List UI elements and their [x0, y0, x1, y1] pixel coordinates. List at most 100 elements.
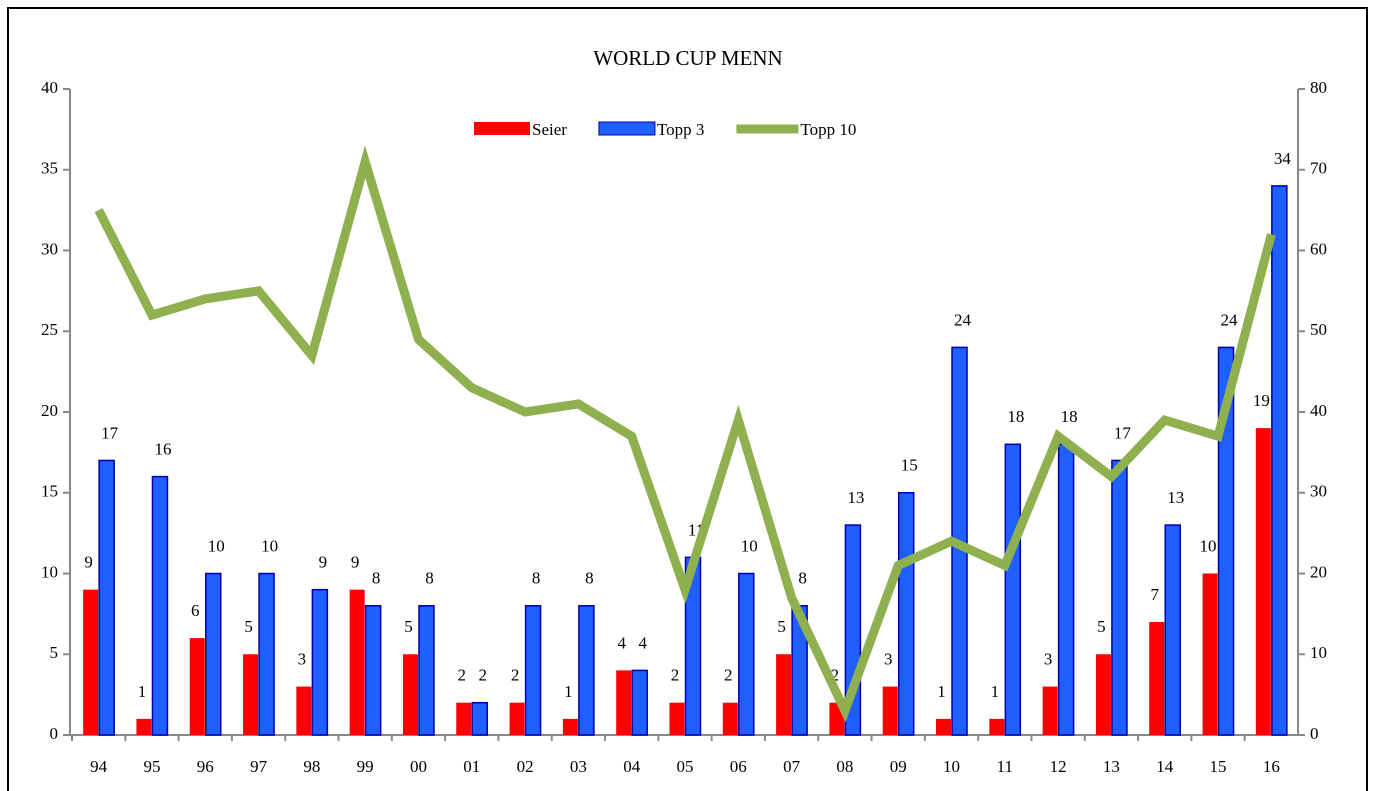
bar: [936, 718, 952, 735]
data-label: 8: [585, 569, 594, 588]
x-tick-label: 00: [410, 757, 427, 776]
data-label: 24: [954, 310, 972, 329]
x-tick-label: 98: [303, 757, 320, 776]
bar: [1255, 428, 1271, 735]
data-label: 2: [458, 666, 467, 685]
data-label: 8: [798, 569, 807, 588]
bar: [296, 686, 312, 735]
bar: [471, 701, 489, 736]
data-label: 1: [937, 682, 946, 701]
data-label: 10: [741, 536, 758, 555]
y2-tick-label: 80: [1310, 78, 1327, 97]
x-tick-label: 94: [90, 757, 108, 776]
data-label: 19: [1253, 391, 1270, 410]
bar: [989, 718, 1005, 735]
bar: [1111, 459, 1128, 736]
data-label: 1: [138, 682, 147, 701]
data-label: 13: [1167, 488, 1184, 507]
bar: [243, 654, 259, 735]
bar: [1095, 654, 1111, 735]
bar: [1271, 185, 1288, 736]
data-label: 1: [564, 682, 573, 701]
bar: [456, 702, 472, 735]
x-tick-label: 14: [1156, 757, 1174, 776]
bar: [722, 702, 738, 735]
data-label: 10: [1200, 536, 1217, 555]
data-label: 8: [372, 569, 381, 588]
bar: [349, 589, 365, 735]
legend-label: Topp 3: [657, 120, 704, 139]
x-tick-label: 16: [1263, 757, 1280, 776]
x-tick-label: 95: [143, 757, 160, 776]
legend-label: Topp 10: [800, 120, 856, 139]
data-label: 3: [298, 649, 307, 668]
y2-tick-label: 70: [1310, 159, 1327, 178]
x-tick-label: 12: [1050, 757, 1067, 776]
bar: [136, 718, 152, 735]
data-label: 9: [84, 553, 93, 572]
y-tick-label: 35: [41, 159, 58, 178]
data-label: 4: [638, 633, 647, 652]
bar: [616, 670, 632, 735]
y-tick-label: 10: [41, 562, 58, 581]
data-label: 3: [1044, 649, 1053, 668]
bar: [738, 572, 755, 736]
data-label: 2: [479, 666, 488, 685]
data-label: 1: [991, 682, 1000, 701]
bar: [98, 459, 115, 736]
bar: [897, 492, 915, 736]
y2-tick-label: 60: [1310, 239, 1327, 258]
x-tick-label: 02: [517, 757, 534, 776]
data-label: 2: [671, 666, 680, 685]
data-label: 5: [1097, 617, 1106, 636]
bar: [524, 605, 542, 736]
data-label: 9: [351, 553, 360, 572]
data-label: 17: [101, 423, 119, 442]
data-label: 15: [901, 456, 918, 475]
bar: [151, 475, 169, 736]
bar: [364, 605, 382, 736]
bar: [1042, 686, 1058, 735]
bar: [311, 588, 329, 736]
data-label: 5: [244, 617, 253, 636]
data-label: 2: [831, 666, 840, 685]
data-label: 5: [404, 617, 413, 636]
data-label: 18: [1061, 407, 1078, 426]
bar: [631, 669, 648, 736]
bar: [776, 654, 792, 735]
y2-tick-label: 50: [1310, 320, 1327, 339]
y2-tick-label: 20: [1310, 562, 1327, 581]
x-tick-label: 99: [357, 757, 374, 776]
data-label: 3: [884, 649, 893, 668]
y-tick-label: 40: [41, 78, 58, 97]
bar: [882, 686, 898, 735]
y2-tick-label: 0: [1310, 724, 1319, 743]
chart-title: WORLD CUP MENN: [593, 46, 782, 70]
data-label: 10: [208, 536, 225, 555]
data-label: 4: [617, 633, 626, 652]
data-label: 16: [154, 440, 171, 459]
data-label: 24: [1221, 310, 1239, 329]
bar: [1217, 346, 1235, 736]
x-tick-label: 07: [783, 757, 801, 776]
x-tick-label: 08: [836, 757, 853, 776]
data-label: 8: [425, 569, 434, 588]
x-tick-label: 97: [250, 757, 268, 776]
bar: [1004, 443, 1022, 736]
bar: [1202, 573, 1218, 735]
bar: [1057, 443, 1075, 736]
legend-label: Seier: [532, 120, 567, 139]
data-label: 2: [724, 666, 733, 685]
y-tick-label: 20: [41, 401, 58, 420]
x-tick-label: 11: [997, 757, 1013, 776]
x-tick-label: 04: [623, 757, 641, 776]
y2-tick-label: 30: [1310, 482, 1327, 501]
x-tick-label: 13: [1103, 757, 1120, 776]
bar: [189, 638, 205, 735]
bar: [418, 605, 435, 736]
data-label: 7: [1150, 585, 1159, 604]
data-label: 34: [1274, 149, 1292, 168]
data-label: 2: [511, 666, 520, 685]
bar: [83, 589, 99, 735]
